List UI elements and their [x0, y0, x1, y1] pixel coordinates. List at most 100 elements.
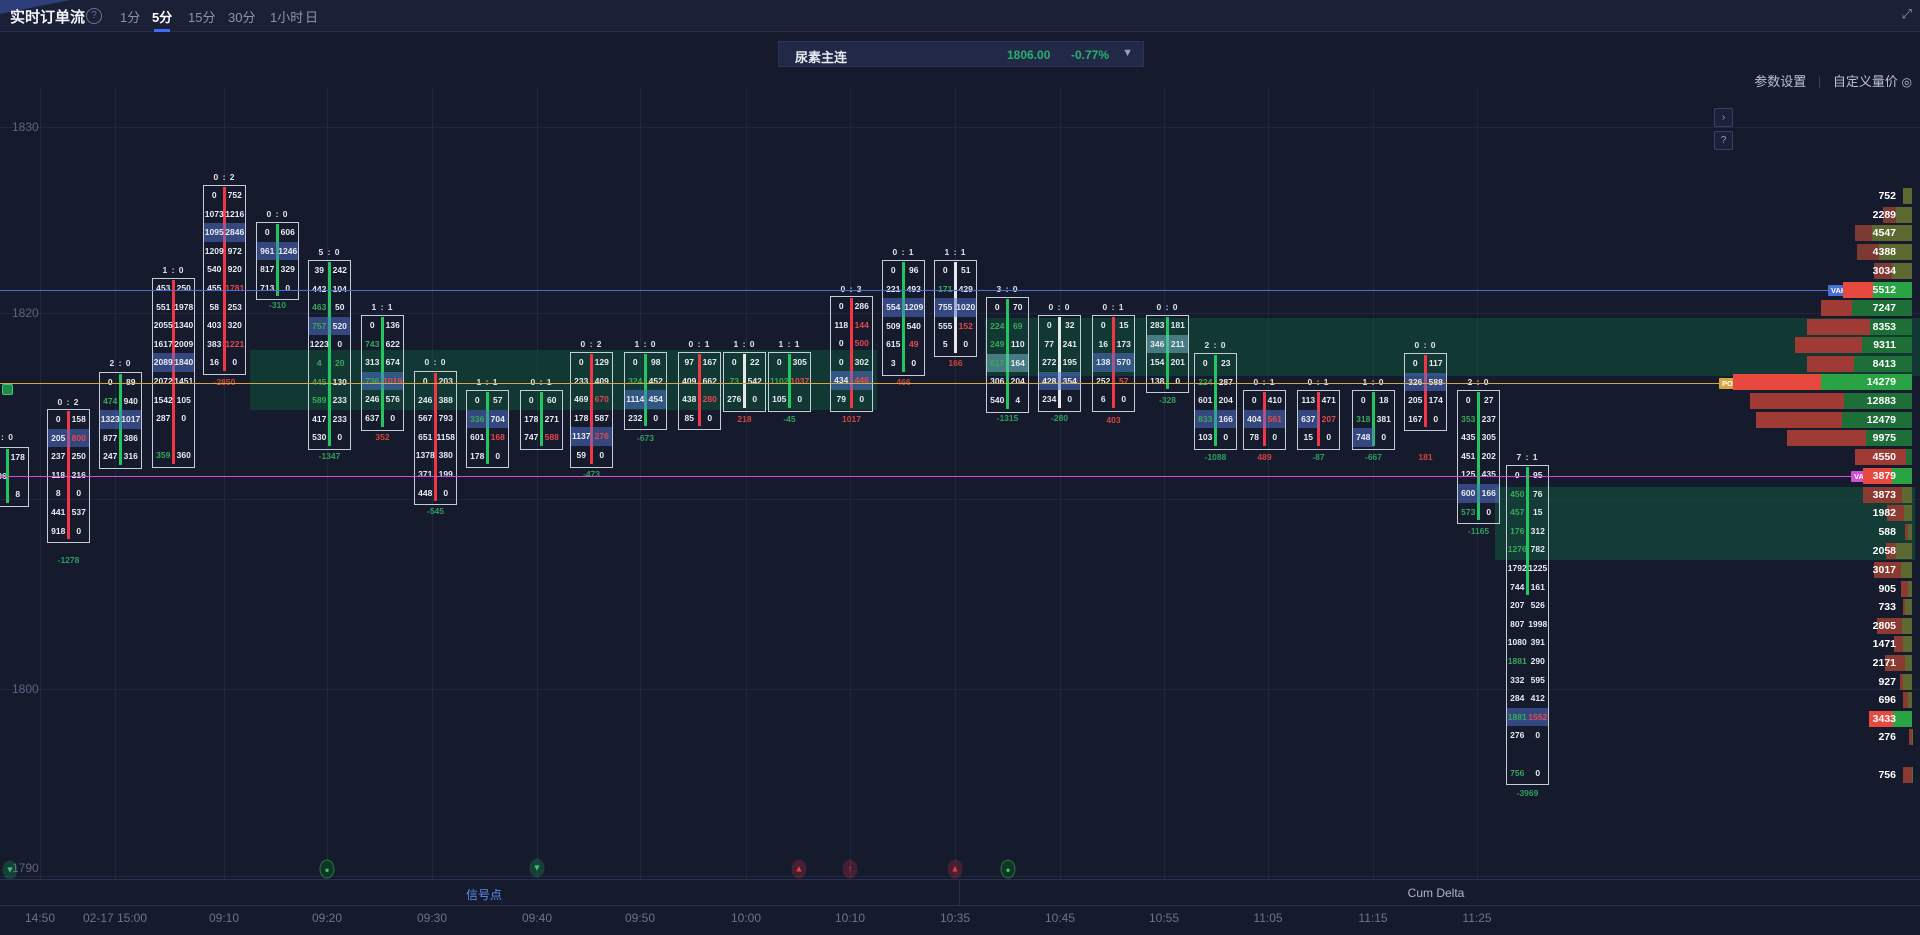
profile-buy-bar — [1908, 692, 1912, 708]
ask-cell: 105 — [176, 394, 191, 405]
profile-volume-value: 696 — [1878, 694, 1896, 706]
footprint-column: 0 15 16 173 138 570 252 57 6 0 — [1092, 315, 1135, 412]
profile-buy-bar — [1903, 674, 1912, 690]
bid-cell: 336 — [467, 409, 488, 429]
profile-buy-bar — [1907, 524, 1912, 540]
bid-cell: 567 — [418, 413, 433, 424]
bid-cell: 601 — [470, 432, 485, 443]
ask-cell: 429 — [958, 283, 973, 294]
collapse-panel-button[interactable]: › — [1714, 108, 1733, 127]
candle-line — [172, 280, 175, 464]
bid-cell: 0 — [211, 190, 217, 200]
cum-delta-pane-label[interactable]: Cum Delta — [1407, 886, 1465, 900]
tab-30分[interactable]: 30分 — [228, 10, 256, 25]
ask-cell: 972 — [227, 245, 242, 256]
profile-volume-value: 3873 — [1872, 489, 1896, 501]
footprint-column: 0 752 1073 1216 1095 2846 1209 972 540 920 455 1781… — [203, 185, 246, 375]
candle-line — [540, 392, 543, 446]
price-gridline — [0, 876, 1920, 877]
bid-cell: 176 — [1510, 525, 1525, 536]
ask-cell: 144 — [854, 319, 869, 330]
time-gridline — [1060, 88, 1061, 879]
profile-buy-bar — [1904, 505, 1912, 521]
profile-row — [1732, 374, 1912, 390]
bid-cell: 530 — [312, 432, 327, 443]
price-axis-label: 1800 — [12, 682, 39, 696]
bid-cell: 103 — [1198, 432, 1213, 443]
time-axis-label: 09:50 — [624, 911, 656, 925]
ask-cell: 587 — [594, 412, 609, 423]
bid-cell: 0 — [264, 227, 270, 237]
gear-icon[interactable]: ◎ — [1901, 75, 1912, 89]
help-icon[interactable]: ? — [86, 8, 102, 24]
bid-cell: 0 — [1465, 395, 1471, 405]
symbol-dropdown[interactable]: 尿素主连 1806.00 -0.77% ▼ — [778, 41, 1144, 67]
value-area-band — [1495, 487, 1915, 560]
time-axis-label: 10:10 — [834, 911, 866, 925]
footprint-column: 0 98 324 452 1114 454 232 0 — [624, 352, 667, 431]
profile-buy-bar — [1872, 282, 1912, 298]
profile-row — [1863, 487, 1912, 503]
bid-cell: 371 — [418, 469, 433, 479]
profile-sell-bar — [1842, 282, 1873, 298]
time-gridline — [955, 88, 956, 879]
column-delta: -1347 — [318, 451, 341, 461]
ask-cell: 207 — [1321, 413, 1336, 424]
imbalance-header: 0 : 1 — [1307, 377, 1330, 387]
tab-1分[interactable]: 1分 — [120, 10, 141, 25]
bid-cell: 0 — [838, 338, 844, 349]
ask-cell: 674 — [385, 357, 400, 368]
profile-row — [1868, 711, 1912, 727]
bid-cell: 125 — [1461, 469, 1476, 480]
settings-button[interactable]: 参数设置 — [1754, 74, 1807, 89]
ask-cell: 1037 — [790, 375, 810, 386]
profile-sell-bar — [1876, 618, 1902, 634]
ask-cell: 0 — [443, 487, 449, 498]
imbalance-header: 0 : 1 — [530, 377, 553, 387]
tab-日[interactable]: 日 — [305, 10, 319, 25]
bid-cell: 205 — [48, 428, 69, 448]
signal-glyph: ▼ — [2, 860, 18, 880]
tab-15分[interactable]: 15分 — [188, 10, 216, 25]
footprint-column: 283 181 346 211 154 201 138 0 — [1146, 315, 1189, 394]
profile-sell-bar — [1868, 711, 1893, 727]
imbalance-header: 0 : 0 — [424, 357, 447, 367]
tab-1小时[interactable]: 1小时 — [270, 10, 304, 25]
bid-cell: 736 — [362, 371, 383, 391]
custom-volume-button[interactable]: 自定义量价 — [1832, 74, 1898, 89]
imbalance-header: 2 : 0 — [1467, 377, 1490, 387]
profile-row — [1902, 599, 1912, 615]
bid-cell: 237 — [51, 451, 66, 462]
candle-line — [1058, 317, 1061, 408]
ask-cell: 471 — [1321, 395, 1336, 405]
profile-volume-value: 4388 — [1872, 246, 1896, 258]
footprint-column: 0 136 743 622 313 674 736 1019 246 576 637 0 — [361, 315, 404, 431]
tri-down-green-signal-icon: ▼ — [529, 858, 545, 878]
price-axis-label: 1820 — [12, 306, 39, 320]
bid-cell: 0 — [1412, 358, 1418, 368]
profile-sell-bar — [1806, 356, 1854, 372]
candle-line — [1526, 467, 1529, 596]
signal-pane-label[interactable]: 信号点 — [465, 888, 503, 902]
profile-buy-bar — [1853, 356, 1912, 372]
ask-cell: 117 — [1428, 358, 1443, 368]
bid-cell: 463 — [312, 302, 327, 313]
question-button[interactable]: ? — [1714, 131, 1733, 150]
ask-cell: 98 — [651, 357, 661, 367]
bid-cell: 0 — [632, 357, 638, 367]
profile-volume-value: 12479 — [1866, 414, 1896, 426]
profile-volume-value: 9311 — [1873, 339, 1896, 351]
profile-volume-value: 5512 — [1872, 284, 1896, 296]
tab-5分[interactable]: 5分 — [152, 7, 172, 32]
ask-cell: 0 — [1433, 413, 1439, 424]
ask-cell: 202 — [1481, 450, 1496, 461]
bid-cell: 434 — [831, 371, 852, 390]
profile-buy-bar — [1841, 412, 1912, 428]
bid-cell: 1095 — [204, 223, 225, 242]
time-axis-label: 10:35 — [939, 911, 971, 925]
bid-cell: 555 — [938, 320, 953, 331]
candle-line — [1372, 392, 1375, 446]
time-axis-label: 02-17 15:00 — [82, 911, 148, 925]
expand-icon[interactable]: ⤢ — [1901, 6, 1912, 21]
